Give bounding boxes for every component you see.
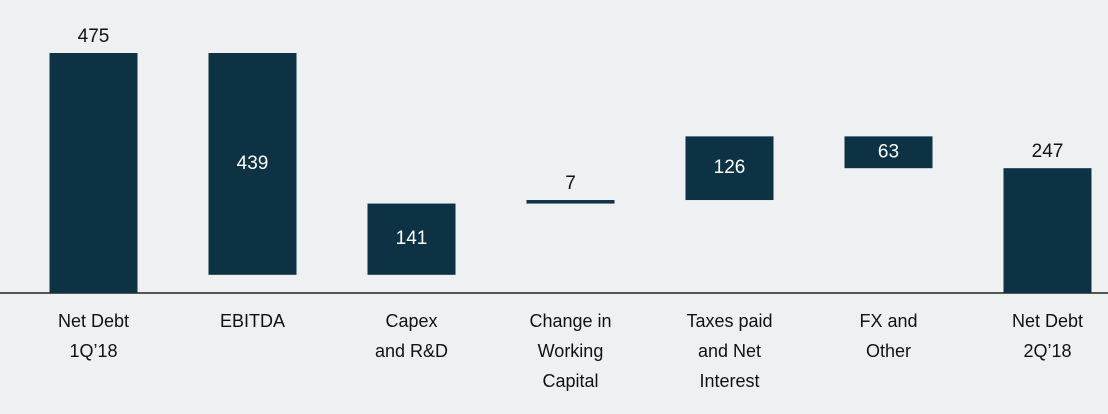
data-label: 439 [237, 153, 269, 174]
x-tick-label: Net Debt 2Q’18 [1011, 311, 1084, 361]
x-tick-label: Change in Working Capital [529, 311, 612, 391]
data-label: 475 [78, 26, 110, 47]
data-label: 7 [565, 173, 576, 194]
bar [49, 53, 138, 293]
data-label: 141 [396, 228, 428, 249]
x-tick-label: Net Debt 1Q’18 [57, 311, 130, 361]
data-label: 63 [878, 141, 899, 162]
bar [1003, 168, 1092, 293]
bar [367, 203, 456, 275]
data-label: 247 [1032, 141, 1064, 162]
x-tick-label: Taxes paid and Net Interest [686, 311, 773, 391]
x-tick-label: FX and Other [859, 311, 918, 361]
bar [526, 200, 615, 204]
x-tick-label: Capex and R&D [374, 311, 449, 361]
bar [208, 53, 297, 275]
bar [685, 136, 774, 201]
x-tick-label: EBITDA [219, 311, 285, 331]
data-label: 126 [714, 157, 746, 178]
bar [844, 136, 933, 169]
